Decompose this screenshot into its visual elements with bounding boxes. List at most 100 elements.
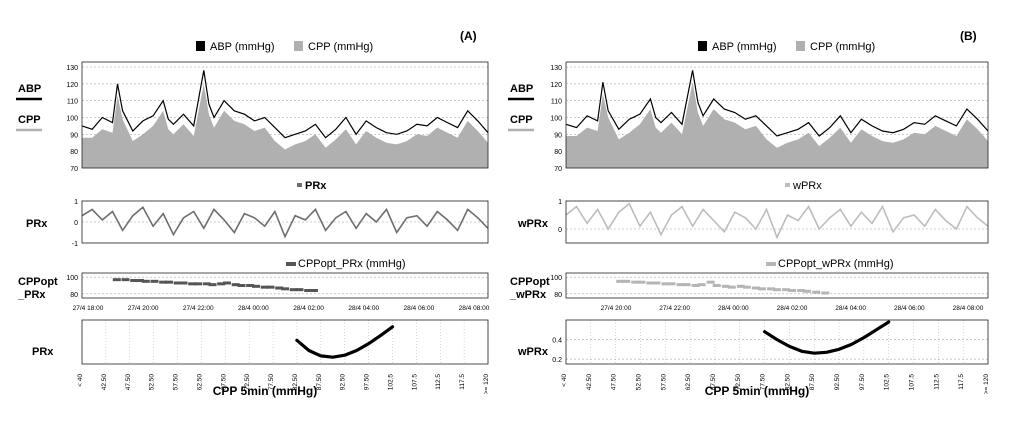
cppopt-point xyxy=(697,283,706,287)
cppopt-point xyxy=(646,281,655,285)
cppopt-point xyxy=(691,284,700,287)
time-tick-label: 28/4 04:00 xyxy=(835,305,866,312)
cppopt-point xyxy=(742,285,751,289)
legend-swatch-index xyxy=(785,183,790,187)
side-label-index: wPRx xyxy=(517,218,549,230)
index-line xyxy=(565,202,989,240)
xtick-label: 82.50 xyxy=(784,374,791,391)
side-label-abp: ABP xyxy=(18,83,41,95)
xtick-label: 47.50 xyxy=(125,374,132,391)
ytick-label: 130 xyxy=(550,65,562,72)
cppopt-point xyxy=(652,281,661,285)
cppopt-point xyxy=(304,289,313,292)
ytick-label: 1 xyxy=(74,199,78,206)
xtick-label: 82.50 xyxy=(292,374,299,391)
cppopt-point xyxy=(121,278,130,282)
xtick-label: 107.5 xyxy=(909,374,916,391)
cppopt-point xyxy=(237,284,246,287)
legend-swatch-cppopt xyxy=(766,262,776,266)
time-tick-label: 28/4 06:00 xyxy=(894,305,925,312)
ytick-label: 80 xyxy=(554,292,562,299)
cppopt-point xyxy=(788,289,797,292)
ytick-label: 100 xyxy=(550,275,562,282)
ytick-label: 70 xyxy=(554,166,562,173)
curve-x-title: CPP 5min (mmHg) xyxy=(705,384,809,398)
xtick-label: 102.5 xyxy=(387,374,394,391)
legend-label-cpp: CPP (mmHg) xyxy=(308,41,373,53)
ytick-label: 90 xyxy=(554,132,562,139)
ytick-label: 0 xyxy=(74,220,78,227)
side-label-cpp: CPP xyxy=(18,114,41,126)
xtick-label: 87.50 xyxy=(809,374,816,391)
cppopt-point xyxy=(165,280,173,284)
cppopt-point xyxy=(622,279,631,283)
index-cpp-curve xyxy=(763,320,891,355)
cppopt-point xyxy=(130,279,139,282)
xtick-label: 117.5 xyxy=(459,374,466,390)
cppopt-point xyxy=(676,283,685,287)
time-tick-label: 27/4 22:00 xyxy=(183,305,214,312)
cppopt-point xyxy=(266,285,275,289)
ytick-label: 100 xyxy=(550,116,562,123)
cppopt-point xyxy=(721,284,730,288)
side-label-cppopt: CPPopt _wPRx xyxy=(509,276,550,301)
time-tick-label: 28/4 08:00 xyxy=(459,305,490,312)
side-label-curve: PRx xyxy=(32,346,54,358)
cppopt-point xyxy=(231,283,240,287)
curve-plot-frame xyxy=(565,319,989,365)
cppopt-point xyxy=(803,289,812,293)
cppopt-point xyxy=(812,290,821,294)
cppopt-point xyxy=(275,286,284,290)
time-tick-label: 27/4 18:00 xyxy=(73,305,104,312)
ytick-label: 100 xyxy=(66,275,78,282)
time-tick-label: 27/4 20:00 xyxy=(601,305,632,312)
cppopt-point xyxy=(173,281,182,285)
xtick-label: 67.50 xyxy=(710,374,717,391)
abp-line xyxy=(565,70,989,137)
time-tick-label: 28/4 04:00 xyxy=(348,305,379,312)
xtick-label: 77.50 xyxy=(268,374,275,391)
legend-swatch-cppopt xyxy=(286,262,296,266)
cppopt-plot-frame xyxy=(81,272,489,299)
cpp-area xyxy=(566,82,988,168)
cppopt-point xyxy=(159,280,168,284)
time-tick-label: 28/4 00:00 xyxy=(238,305,269,312)
xtick-label: 47.50 xyxy=(611,374,618,391)
cppopt-point xyxy=(727,285,736,289)
cppopt-point xyxy=(179,281,188,285)
cppopt-point xyxy=(631,280,640,284)
abp-plot-frame xyxy=(81,61,489,169)
legend-label-cpp: CPP (mmHg) xyxy=(810,41,875,53)
cppopt-plot-frame xyxy=(565,272,989,299)
ytick-label: 110 xyxy=(67,99,78,106)
ytick-label: 70 xyxy=(70,166,78,173)
time-tick-label: 27/4 22:00 xyxy=(659,305,690,312)
xtick-label: 67.50 xyxy=(220,374,227,391)
xtick-label: 107.5 xyxy=(411,374,418,391)
ytick-label: 0.2 xyxy=(552,357,562,364)
index-plot-frame xyxy=(81,200,489,244)
abp-line xyxy=(81,70,489,139)
ytick-label: 80 xyxy=(70,149,78,156)
xtick-label: 77.50 xyxy=(760,374,767,391)
legend-label-abp: ABP (mmHg) xyxy=(712,41,777,53)
cppopt-point xyxy=(821,291,830,295)
cppopt-point xyxy=(706,280,715,284)
ytick-label: -1 xyxy=(72,241,78,248)
xtick-label: 72.50 xyxy=(244,374,251,391)
ytick-label: 100 xyxy=(66,116,78,123)
xtick-label: 112.5 xyxy=(435,374,442,390)
legend-swatch-abp xyxy=(196,41,205,51)
cppopt-point xyxy=(766,287,775,291)
cppopt-point xyxy=(202,282,211,286)
ytick-label: 1 xyxy=(558,199,562,206)
cppopt-point xyxy=(246,284,255,287)
xtick-label: 97.50 xyxy=(859,374,866,391)
side-label-curve: wPRx xyxy=(517,346,549,358)
cppopt-point xyxy=(682,283,691,287)
ytick-label: 120 xyxy=(550,82,562,89)
cppopt-point xyxy=(252,284,260,288)
xtick-label: 112.5 xyxy=(933,374,940,390)
side-label-cpp: CPP xyxy=(510,114,533,126)
